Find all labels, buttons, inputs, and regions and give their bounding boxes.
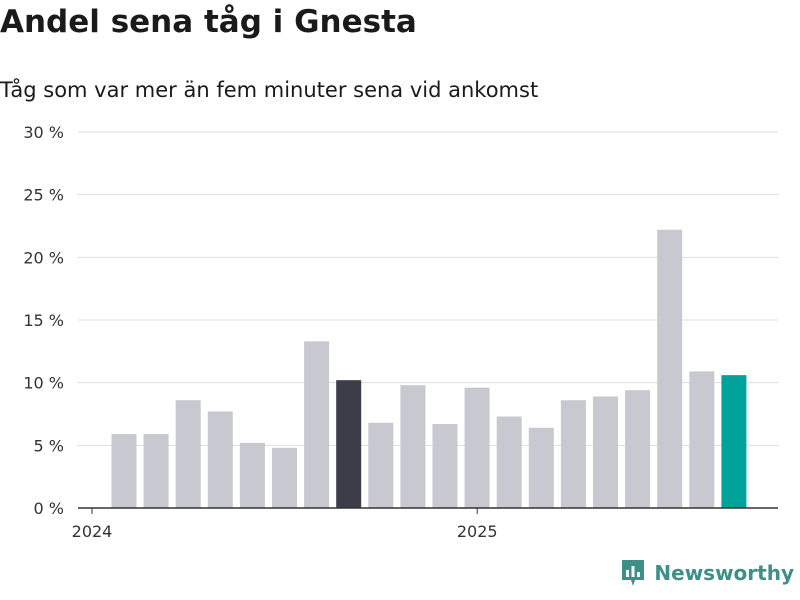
bar-2024-01 bbox=[111, 434, 137, 508]
x-tick-label: 2024 bbox=[72, 522, 113, 541]
y-tick-label: 25 % bbox=[23, 186, 64, 205]
chart-title: Andel sena tåg i Gnesta bbox=[0, 4, 417, 40]
x-axis-ticks: 2024 2025 bbox=[72, 508, 498, 541]
bar-2025-02 bbox=[528, 427, 554, 508]
x-tick-label: 2025 bbox=[457, 522, 498, 541]
y-axis-ticks: 0 % 5 % 10 % 15 % 20 % 25 % 30 % bbox=[23, 123, 64, 518]
bar-2024-04 bbox=[207, 411, 233, 508]
bar-2024-12 bbox=[464, 387, 490, 508]
brand-name: Newsworthy bbox=[654, 561, 794, 585]
y-tick-label: 20 % bbox=[23, 248, 64, 267]
y-tick-label: 15 % bbox=[23, 311, 64, 330]
bar-2024-02 bbox=[143, 434, 169, 508]
y-tick-label: 10 % bbox=[23, 374, 64, 393]
y-tick-label: 30 % bbox=[23, 123, 64, 142]
newsworthy-logo-icon bbox=[622, 560, 645, 586]
bar-2025-03 bbox=[560, 400, 586, 508]
bar-2024-07 bbox=[304, 341, 330, 508]
y-tick-label: 0 % bbox=[34, 499, 64, 518]
y-tick-label: 5 % bbox=[34, 436, 64, 455]
bar-2025-05 bbox=[625, 390, 651, 508]
bar-2024-10 bbox=[400, 385, 426, 508]
brand-logo: Newsworthy bbox=[620, 558, 794, 588]
bar-2024-08 bbox=[336, 380, 362, 508]
bar-2025-01 bbox=[496, 416, 522, 508]
bars bbox=[111, 229, 747, 508]
bar-2024-11 bbox=[432, 424, 458, 508]
bar-2024-05 bbox=[239, 442, 265, 508]
bar-2024-09 bbox=[368, 422, 394, 508]
bar-2024-03 bbox=[175, 400, 201, 508]
chart-subtitle: Tåg som var mer än fem minuter sena vid … bbox=[0, 78, 539, 102]
bar-2025-06 bbox=[657, 229, 683, 508]
bar-2024-06 bbox=[272, 447, 297, 508]
bar-2025-04 bbox=[593, 396, 618, 508]
bar-2025-08 bbox=[721, 375, 747, 508]
bar-2025-07 bbox=[689, 371, 715, 508]
